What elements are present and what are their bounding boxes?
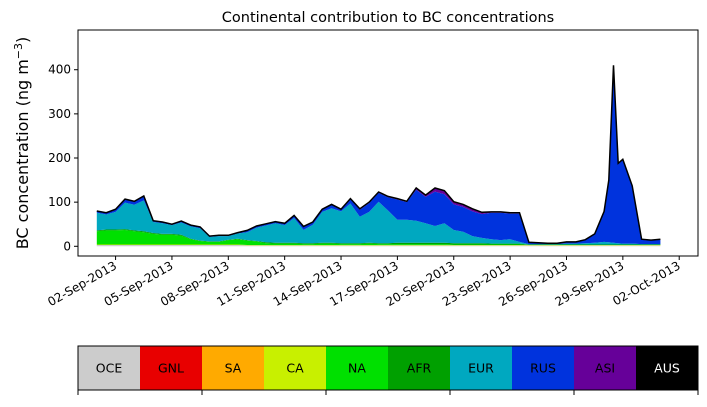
x-axis: 02-Sep-201305-Sep-201308-Sep-201311-Sep-…	[45, 256, 682, 309]
y-tick-label: 100	[48, 195, 71, 209]
legend-label-sa: SA	[225, 361, 242, 376]
legend-label-rus: RUS	[530, 361, 556, 376]
legend-label-na: NA	[348, 361, 366, 376]
y-tick-label: 200	[48, 151, 71, 165]
y-tick-label: 300	[48, 107, 71, 121]
legend-colorbar: OCE GNL SA CA NA AFR EUR RUS ASI AUS	[78, 346, 699, 395]
y-axis-label: BC concentration (ng m−3)	[12, 37, 32, 250]
legend-label-aus: AUS	[654, 361, 680, 376]
area-series-layer	[97, 65, 661, 246]
chart-title: Continental contribution to BC concentra…	[222, 10, 554, 26]
y-axis-label-close: )	[13, 37, 32, 43]
y-tick-label: 400	[48, 63, 71, 77]
legend-label-asi: ASI	[595, 361, 615, 376]
y-axis: 0 100 200 300 400	[48, 63, 78, 254]
legend-label-eur: EUR	[468, 361, 494, 376]
y-tick-label: 0	[63, 239, 71, 253]
y-axis-label-exponent: −3	[12, 43, 25, 59]
legend-label-oce: OCE	[96, 361, 123, 376]
legend-label-afr: AFR	[407, 361, 432, 376]
y-axis-label-main: BC concentration (ng m	[13, 59, 32, 249]
legend-label-ca: CA	[286, 361, 304, 376]
legend-label-gnl: GNL	[158, 361, 184, 376]
